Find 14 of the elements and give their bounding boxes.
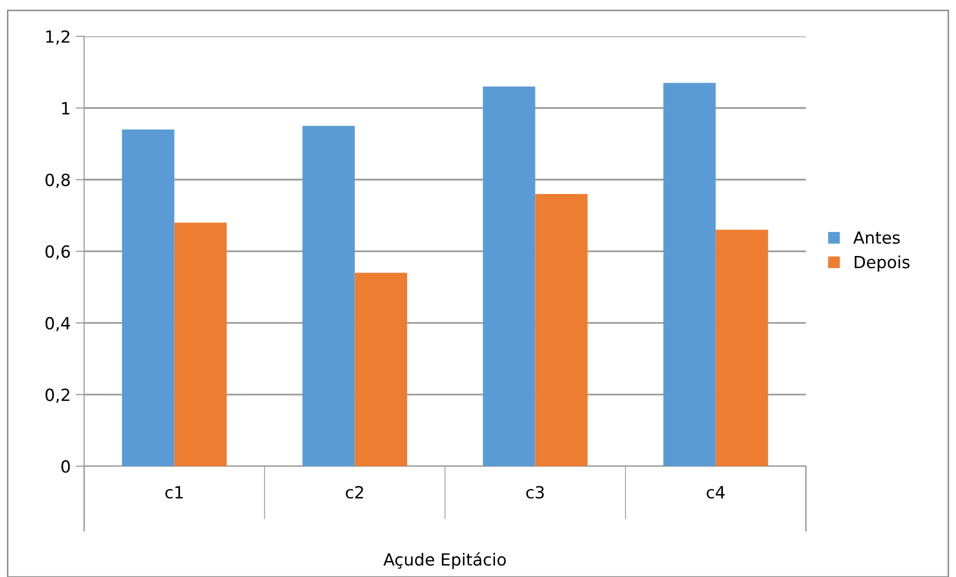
y-tick-label: 0,4 <box>46 316 70 332</box>
y-tick-label: 0,6 <box>46 245 70 260</box>
y-tick-label: 1,2 <box>46 30 70 45</box>
x-axis-title: Açude Epitácio <box>383 552 506 569</box>
y-tick-label: 0,2 <box>46 388 70 403</box>
y-tick-label: 0 <box>61 460 70 473</box>
x-tick-label: c1 <box>165 486 183 499</box>
x-tick-label: c4 <box>706 486 725 499</box>
legend-label: Depois <box>854 255 910 272</box>
y-tick-label: 1 <box>62 102 70 114</box>
x-tick-label: c3 <box>526 486 544 499</box>
legend-label: Antes <box>853 232 900 244</box>
x-tick-label: c2 <box>346 486 364 499</box>
y-tick-label: 0,8 <box>46 174 70 188</box>
